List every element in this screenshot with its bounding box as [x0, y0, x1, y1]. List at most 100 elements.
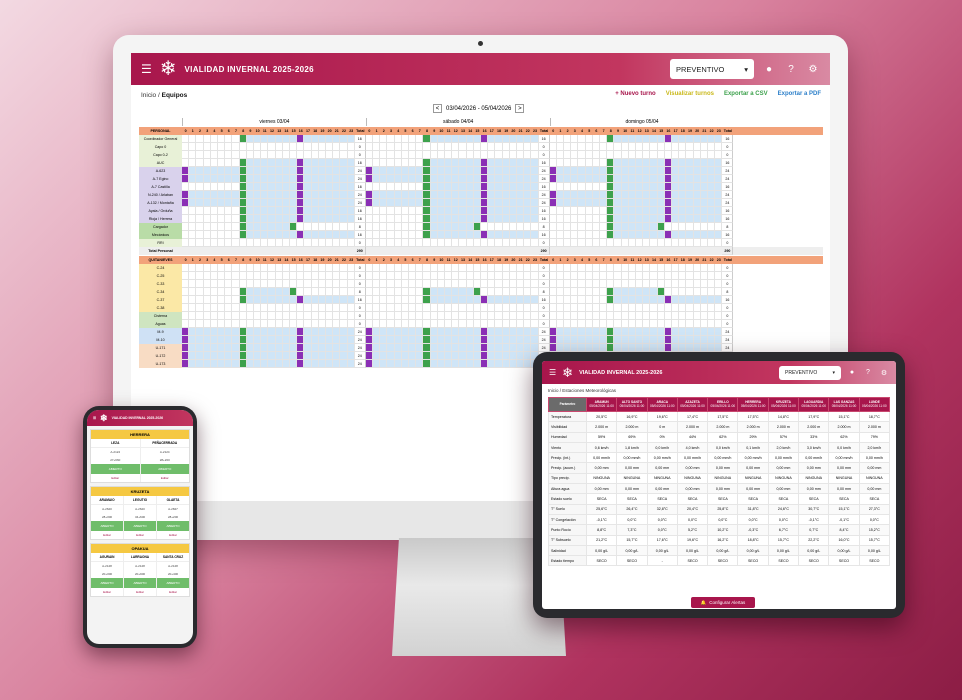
shift-cell[interactable]	[607, 272, 615, 280]
shift-cell[interactable]	[218, 312, 226, 320]
shift-cell[interactable]	[246, 151, 254, 159]
shift-cell[interactable]	[517, 320, 525, 328]
shift-cell[interactable]	[333, 183, 341, 191]
shift-cell[interactable]	[452, 215, 460, 223]
shift-cell[interactable]	[423, 304, 431, 312]
shift-cell[interactable]	[254, 360, 262, 368]
shift-cell[interactable]	[401, 239, 409, 247]
shift-cell[interactable]	[347, 288, 355, 296]
shift-cell[interactable]	[708, 159, 716, 167]
shift-cell[interactable]	[578, 135, 586, 143]
shift-cell[interactable]	[203, 272, 211, 280]
shift-cell[interactable]	[311, 215, 319, 223]
shift-cell[interactable]	[311, 360, 319, 368]
shift-cell[interactable]	[524, 280, 532, 288]
shift-cell[interactable]	[340, 151, 348, 159]
shift-cell[interactable]	[232, 320, 240, 328]
shift-cell[interactable]	[254, 296, 262, 304]
shift-cell[interactable]	[466, 296, 474, 304]
shift-cell[interactable]	[394, 207, 402, 215]
shift-cell[interactable]	[445, 199, 453, 207]
shift-cell[interactable]	[275, 360, 283, 368]
shift-cell[interactable]	[693, 215, 701, 223]
shift-cell[interactable]	[445, 352, 453, 360]
shift-cell[interactable]	[524, 296, 532, 304]
shift-cell[interactable]	[246, 264, 254, 272]
shift-cell[interactable]	[686, 167, 694, 175]
shift-cell[interactable]	[445, 344, 453, 352]
shift-cell[interactable]	[282, 336, 290, 344]
shift-cell[interactable]	[401, 135, 409, 143]
shift-cell[interactable]	[488, 336, 496, 344]
shift-cell[interactable]	[556, 280, 564, 288]
shift-cell[interactable]	[614, 239, 622, 247]
shift-cell[interactable]	[268, 159, 276, 167]
shift-cell[interactable]	[347, 151, 355, 159]
shift-cell[interactable]	[318, 135, 326, 143]
shift-cell[interactable]	[246, 344, 254, 352]
shift-cell[interactable]	[318, 175, 326, 183]
shift-cell[interactable]	[225, 264, 233, 272]
shift-cell[interactable]	[430, 231, 438, 239]
shift-cell[interactable]	[452, 239, 460, 247]
shift-cell[interactable]	[437, 135, 445, 143]
shift-cell[interactable]	[254, 320, 262, 328]
shift-cell[interactable]	[275, 159, 283, 167]
shift-cell[interactable]	[304, 344, 312, 352]
shift-cell[interactable]	[452, 272, 460, 280]
shift-cell[interactable]	[268, 167, 276, 175]
shift-cell[interactable]	[203, 239, 211, 247]
shift-cell[interactable]	[549, 288, 557, 296]
shift-cell[interactable]	[218, 304, 226, 312]
shift-cell[interactable]	[452, 151, 460, 159]
shift-cell[interactable]	[628, 239, 636, 247]
shift-cell[interactable]	[275, 239, 283, 247]
shift-cell[interactable]	[556, 336, 564, 344]
shift-cell[interactable]	[225, 280, 233, 288]
edit-button[interactable]: Editar	[160, 476, 169, 480]
shift-cell[interactable]	[182, 239, 190, 247]
shift-cell[interactable]	[196, 280, 204, 288]
shift-cell[interactable]	[373, 151, 381, 159]
shift-cell[interactable]	[502, 296, 510, 304]
shift-cell[interactable]	[445, 215, 453, 223]
shift-cell[interactable]	[672, 151, 680, 159]
shift-cell[interactable]	[459, 223, 467, 231]
shift-cell[interactable]	[445, 207, 453, 215]
shift-cell[interactable]	[672, 272, 680, 280]
shift-cell[interactable]	[189, 352, 197, 360]
shift-cell[interactable]	[304, 352, 312, 360]
shift-cell[interactable]	[517, 239, 525, 247]
shift-cell[interactable]	[578, 191, 586, 199]
shift-cell[interactable]	[517, 199, 525, 207]
shift-cell[interactable]	[318, 199, 326, 207]
shift-cell[interactable]	[196, 272, 204, 280]
shift-cell[interactable]	[502, 183, 510, 191]
shift-cell[interactable]	[437, 328, 445, 336]
shift-cell[interactable]	[628, 135, 636, 143]
shift-cell[interactable]	[509, 231, 517, 239]
shift-cell[interactable]	[679, 344, 687, 352]
shift-cell[interactable]	[517, 175, 525, 183]
shift-cell[interactable]	[564, 312, 572, 320]
shift-cell[interactable]	[380, 143, 388, 151]
shift-cell[interactable]	[549, 223, 557, 231]
shift-cell[interactable]	[502, 151, 510, 159]
shift-cell[interactable]	[340, 159, 348, 167]
shift-cell[interactable]	[380, 344, 388, 352]
shift-cell[interactable]	[466, 280, 474, 288]
shift-cell[interactable]	[261, 280, 269, 288]
shift-cell[interactable]	[282, 352, 290, 360]
shift-cell[interactable]	[657, 143, 665, 151]
shift-cell[interactable]	[387, 264, 395, 272]
shift-cell[interactable]	[326, 207, 334, 215]
shift-cell[interactable]	[225, 199, 233, 207]
shift-cell[interactable]	[365, 183, 373, 191]
shift-cell[interactable]	[394, 328, 402, 336]
shift-cell[interactable]	[430, 183, 438, 191]
shift-cell[interactable]	[246, 135, 254, 143]
shift-cell[interactable]	[708, 191, 716, 199]
shift-cell[interactable]	[225, 320, 233, 328]
shift-cell[interactable]	[203, 191, 211, 199]
shift-cell[interactable]	[672, 344, 680, 352]
